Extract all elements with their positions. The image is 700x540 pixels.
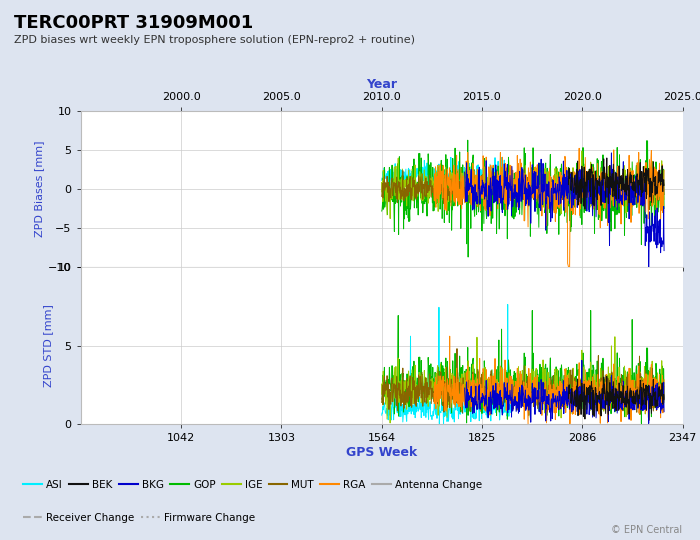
X-axis label: GPS Week: GPS Week — [346, 446, 417, 458]
X-axis label: Year: Year — [366, 78, 397, 91]
Legend: ASI, BEK, BKG, GOP, IGE, MUT, RGA, Antenna Change: ASI, BEK, BKG, GOP, IGE, MUT, RGA, Anten… — [19, 476, 486, 494]
Legend: Receiver Change, Firmware Change: Receiver Change, Firmware Change — [19, 508, 259, 526]
Text: © EPN Central: © EPN Central — [611, 524, 682, 535]
Text: TERC00PRT 31909M001: TERC00PRT 31909M001 — [14, 14, 253, 31]
Y-axis label: ZPD STD [mm]: ZPD STD [mm] — [43, 304, 53, 387]
Text: ZPD biases wrt weekly EPN troposphere solution (EPN-repro2 + routine): ZPD biases wrt weekly EPN troposphere so… — [14, 35, 415, 45]
Y-axis label: ZPD Biases [mm]: ZPD Biases [mm] — [34, 141, 44, 237]
